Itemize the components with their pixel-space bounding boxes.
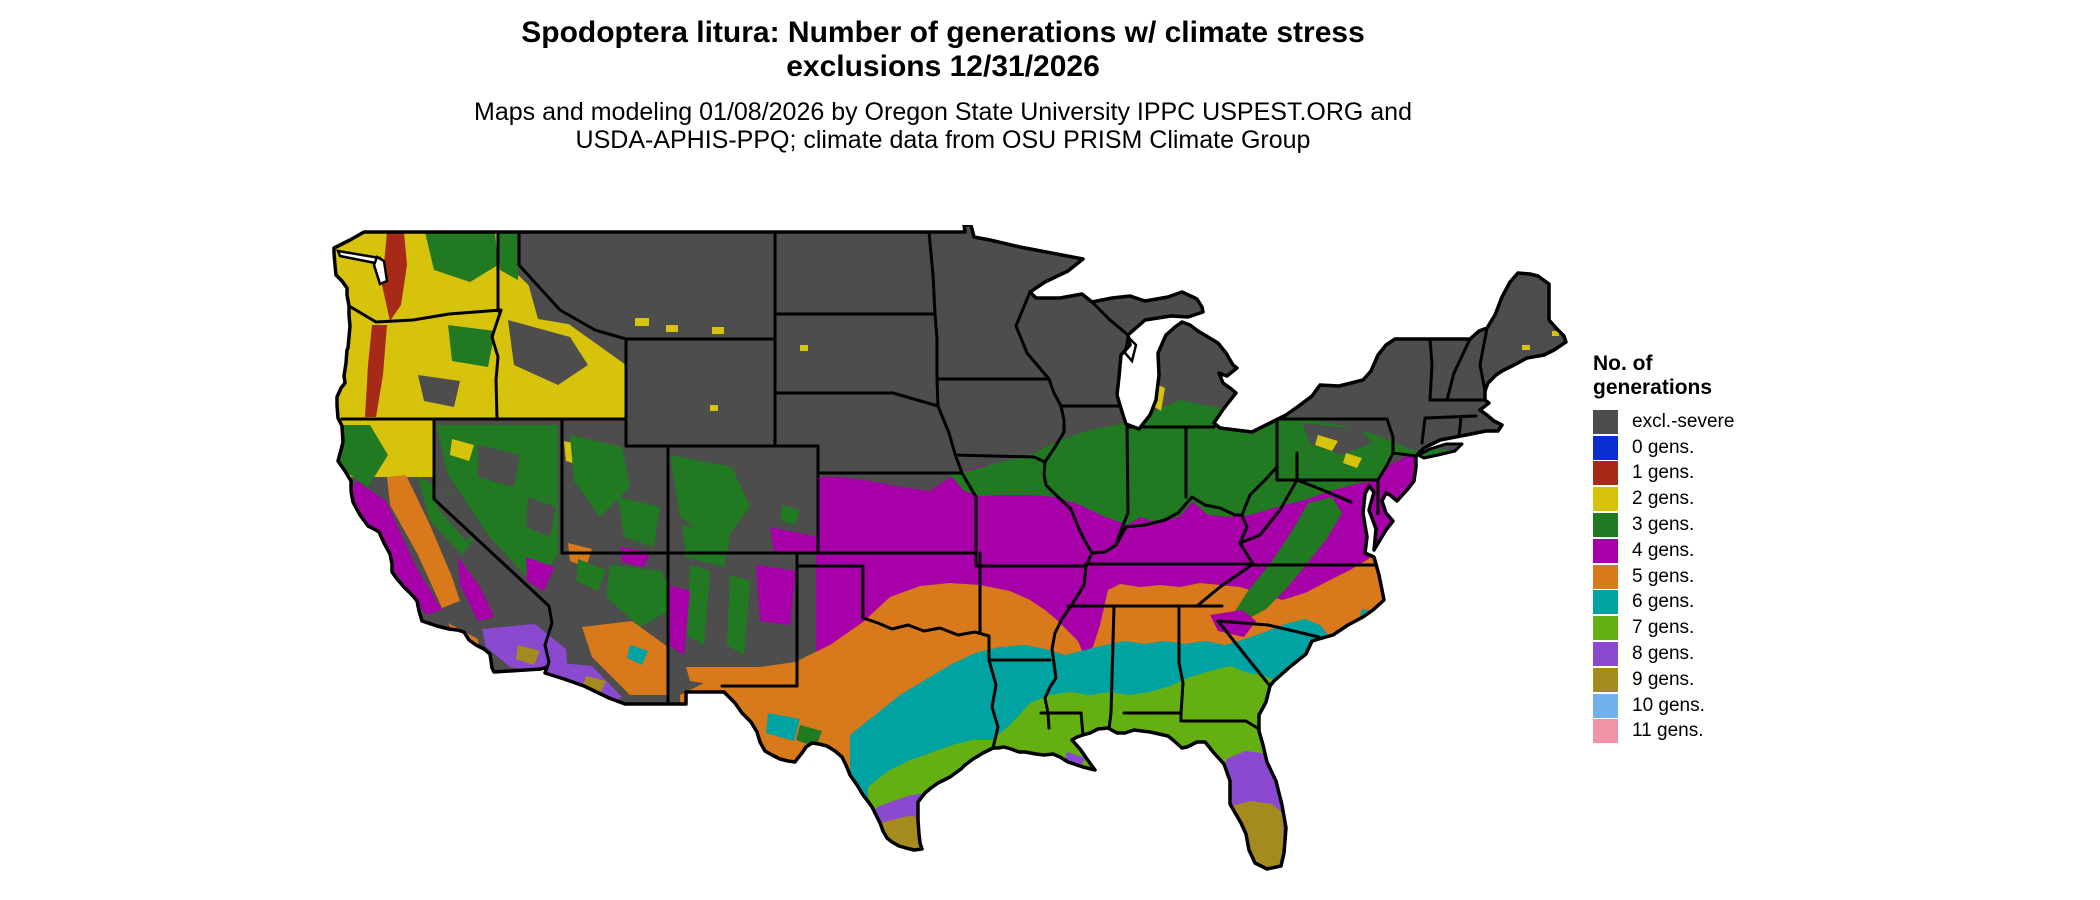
region-3gens-band bbox=[950, 400, 1530, 525]
legend-item: 5 gens. bbox=[1593, 564, 1813, 590]
region-5gens-central-valley bbox=[387, 475, 460, 608]
us-map-svg bbox=[332, 223, 1568, 890]
region-2gens-maine-coast-specks bbox=[1522, 331, 1559, 350]
legend-label-g8: 8 gens. bbox=[1632, 643, 1695, 665]
legend-label-g4: 4 gens. bbox=[1632, 539, 1695, 561]
legend-label-g0: 0 gens. bbox=[1632, 436, 1695, 458]
legend-label-g6: 6 gens. bbox=[1632, 591, 1695, 613]
us-outline bbox=[332, 223, 1568, 871]
map-subtitle-line2: USDA-APHIS-PPQ; climate data from OSU PR… bbox=[575, 126, 1311, 154]
region-excl-sierra-crest bbox=[430, 480, 477, 541]
legend-swatch-g1 bbox=[1593, 461, 1618, 486]
state-borders bbox=[340, 230, 1489, 750]
map-subtitle: Maps and modeling 01/08/2026 by Oregon S… bbox=[343, 98, 1543, 154]
legend-swatch-g4 bbox=[1593, 538, 1618, 563]
region-3gens-colorado bbox=[670, 455, 800, 567]
legend-item: 10 gens. bbox=[1593, 693, 1813, 719]
legend-item: 0 gens. bbox=[1593, 435, 1813, 461]
region-6gens-big-bend bbox=[766, 713, 800, 741]
region-4gens-southeast-colorado bbox=[770, 527, 817, 553]
legend-swatch-g6 bbox=[1593, 590, 1618, 615]
legend-item: 9 gens. bbox=[1593, 667, 1813, 693]
region-1gens-oregon-cascades bbox=[365, 325, 387, 417]
legend-swatch-excl bbox=[1593, 409, 1618, 434]
legend-label-excl: excl.-severe bbox=[1632, 410, 1735, 432]
puget-sound bbox=[372, 255, 389, 286]
legend-title: No. of generations bbox=[1593, 352, 1813, 400]
map-title-line2: exclusions 12/31/2026 bbox=[786, 50, 1100, 83]
region-4gens-california-coast bbox=[348, 481, 494, 672]
legend-swatch-g5 bbox=[1593, 564, 1618, 589]
legend-label-g10: 10 gens. bbox=[1632, 694, 1705, 716]
title-block: Spodoptera litura: Number of generations… bbox=[343, 16, 1543, 154]
legend-label-g5: 5 gens. bbox=[1632, 565, 1695, 587]
legend-label-g11: 11 gens. bbox=[1632, 720, 1704, 742]
legend-swatch-g3 bbox=[1593, 513, 1618, 538]
legend-item: 2 gens. bbox=[1593, 486, 1813, 512]
region-5gens-arizona bbox=[582, 621, 668, 695]
legend-item: 4 gens. bbox=[1593, 538, 1813, 564]
us-generations-map bbox=[330, 223, 1580, 895]
region-3gens-nevada bbox=[436, 425, 558, 585]
long-island-outline bbox=[1416, 442, 1464, 460]
legend-swatch-g11 bbox=[1593, 719, 1618, 744]
region-3gens-northeast-washington bbox=[425, 232, 518, 282]
legend-label-g2: 2 gens. bbox=[1632, 488, 1695, 510]
legend-item: 1 gens. bbox=[1593, 461, 1813, 487]
region-3gens-appalachian-tongue bbox=[1232, 497, 1342, 620]
legend-swatch-g0 bbox=[1593, 435, 1618, 460]
legend: No. of generations excl.-severe 0 gens. 1 … bbox=[1593, 352, 1813, 744]
region-1gens-washington-cascades bbox=[382, 232, 407, 321]
region-4gens-south-nevada-utah bbox=[526, 547, 650, 591]
legend-item: 3 gens. bbox=[1593, 512, 1813, 538]
legend-item: excl.-severe bbox=[1593, 409, 1813, 435]
legend-item: 11 gens. bbox=[1593, 719, 1813, 745]
region-3gens-utah bbox=[570, 435, 660, 547]
legend-item: 7 gens. bbox=[1593, 615, 1813, 641]
legend-label-g1: 1 gens. bbox=[1632, 462, 1695, 484]
region-3gens-blue-mountains bbox=[448, 325, 495, 367]
region-excl-east-oregon-idaho bbox=[418, 283, 588, 407]
map-color-regions bbox=[334, 225, 1566, 890]
region-excl-nevada-ranges bbox=[478, 445, 556, 537]
legend-label-g3: 3 gens. bbox=[1632, 514, 1695, 536]
legend-item: 6 gens. bbox=[1593, 590, 1813, 616]
legend-item: 8 gens. bbox=[1593, 641, 1813, 667]
region-4gens-new-mexico bbox=[668, 565, 796, 655]
region-3gens-new-mexico-ranges bbox=[687, 565, 750, 655]
region-6gens-arizona-speck bbox=[627, 645, 648, 665]
region-excl-north-pennsylvania bbox=[1302, 423, 1372, 455]
legend-swatch-g7 bbox=[1593, 616, 1618, 641]
legend-title-line1: No. of bbox=[1593, 352, 1653, 375]
legend-label-g7: 7 gens. bbox=[1632, 617, 1695, 639]
legend-swatch-g10 bbox=[1593, 693, 1618, 718]
region-5gens-southwest-utah bbox=[568, 543, 592, 567]
region-3gens-arizona-rim bbox=[576, 559, 676, 627]
legend-swatch-g2 bbox=[1593, 487, 1618, 512]
legend-items: excl.-severe 0 gens. 1 gens. 2 gens. 3 gens.… bbox=[1593, 409, 1813, 744]
region-10gens-keys bbox=[1233, 883, 1262, 890]
legend-title-line2: generations bbox=[1593, 376, 1713, 399]
map-title-line1: Spodoptera litura: Number of generations… bbox=[521, 16, 1365, 49]
legend-swatch-g8 bbox=[1593, 642, 1618, 667]
region-5gens-south-new-mexico bbox=[686, 667, 796, 686]
legend-label-g9: 9 gens. bbox=[1632, 668, 1695, 690]
region-3gens-big-bend bbox=[796, 725, 822, 747]
region-2gens-pennsylvania-streaks bbox=[1315, 435, 1362, 468]
water-inlets bbox=[336, 249, 1138, 364]
legend-swatch-g9 bbox=[1593, 667, 1618, 692]
map-subtitle-line1: Maps and modeling 01/08/2026 by Oregon S… bbox=[474, 98, 1412, 126]
region-9gens-socal-patch bbox=[516, 645, 540, 665]
region-excl-adirondacks bbox=[1383, 343, 1431, 385]
